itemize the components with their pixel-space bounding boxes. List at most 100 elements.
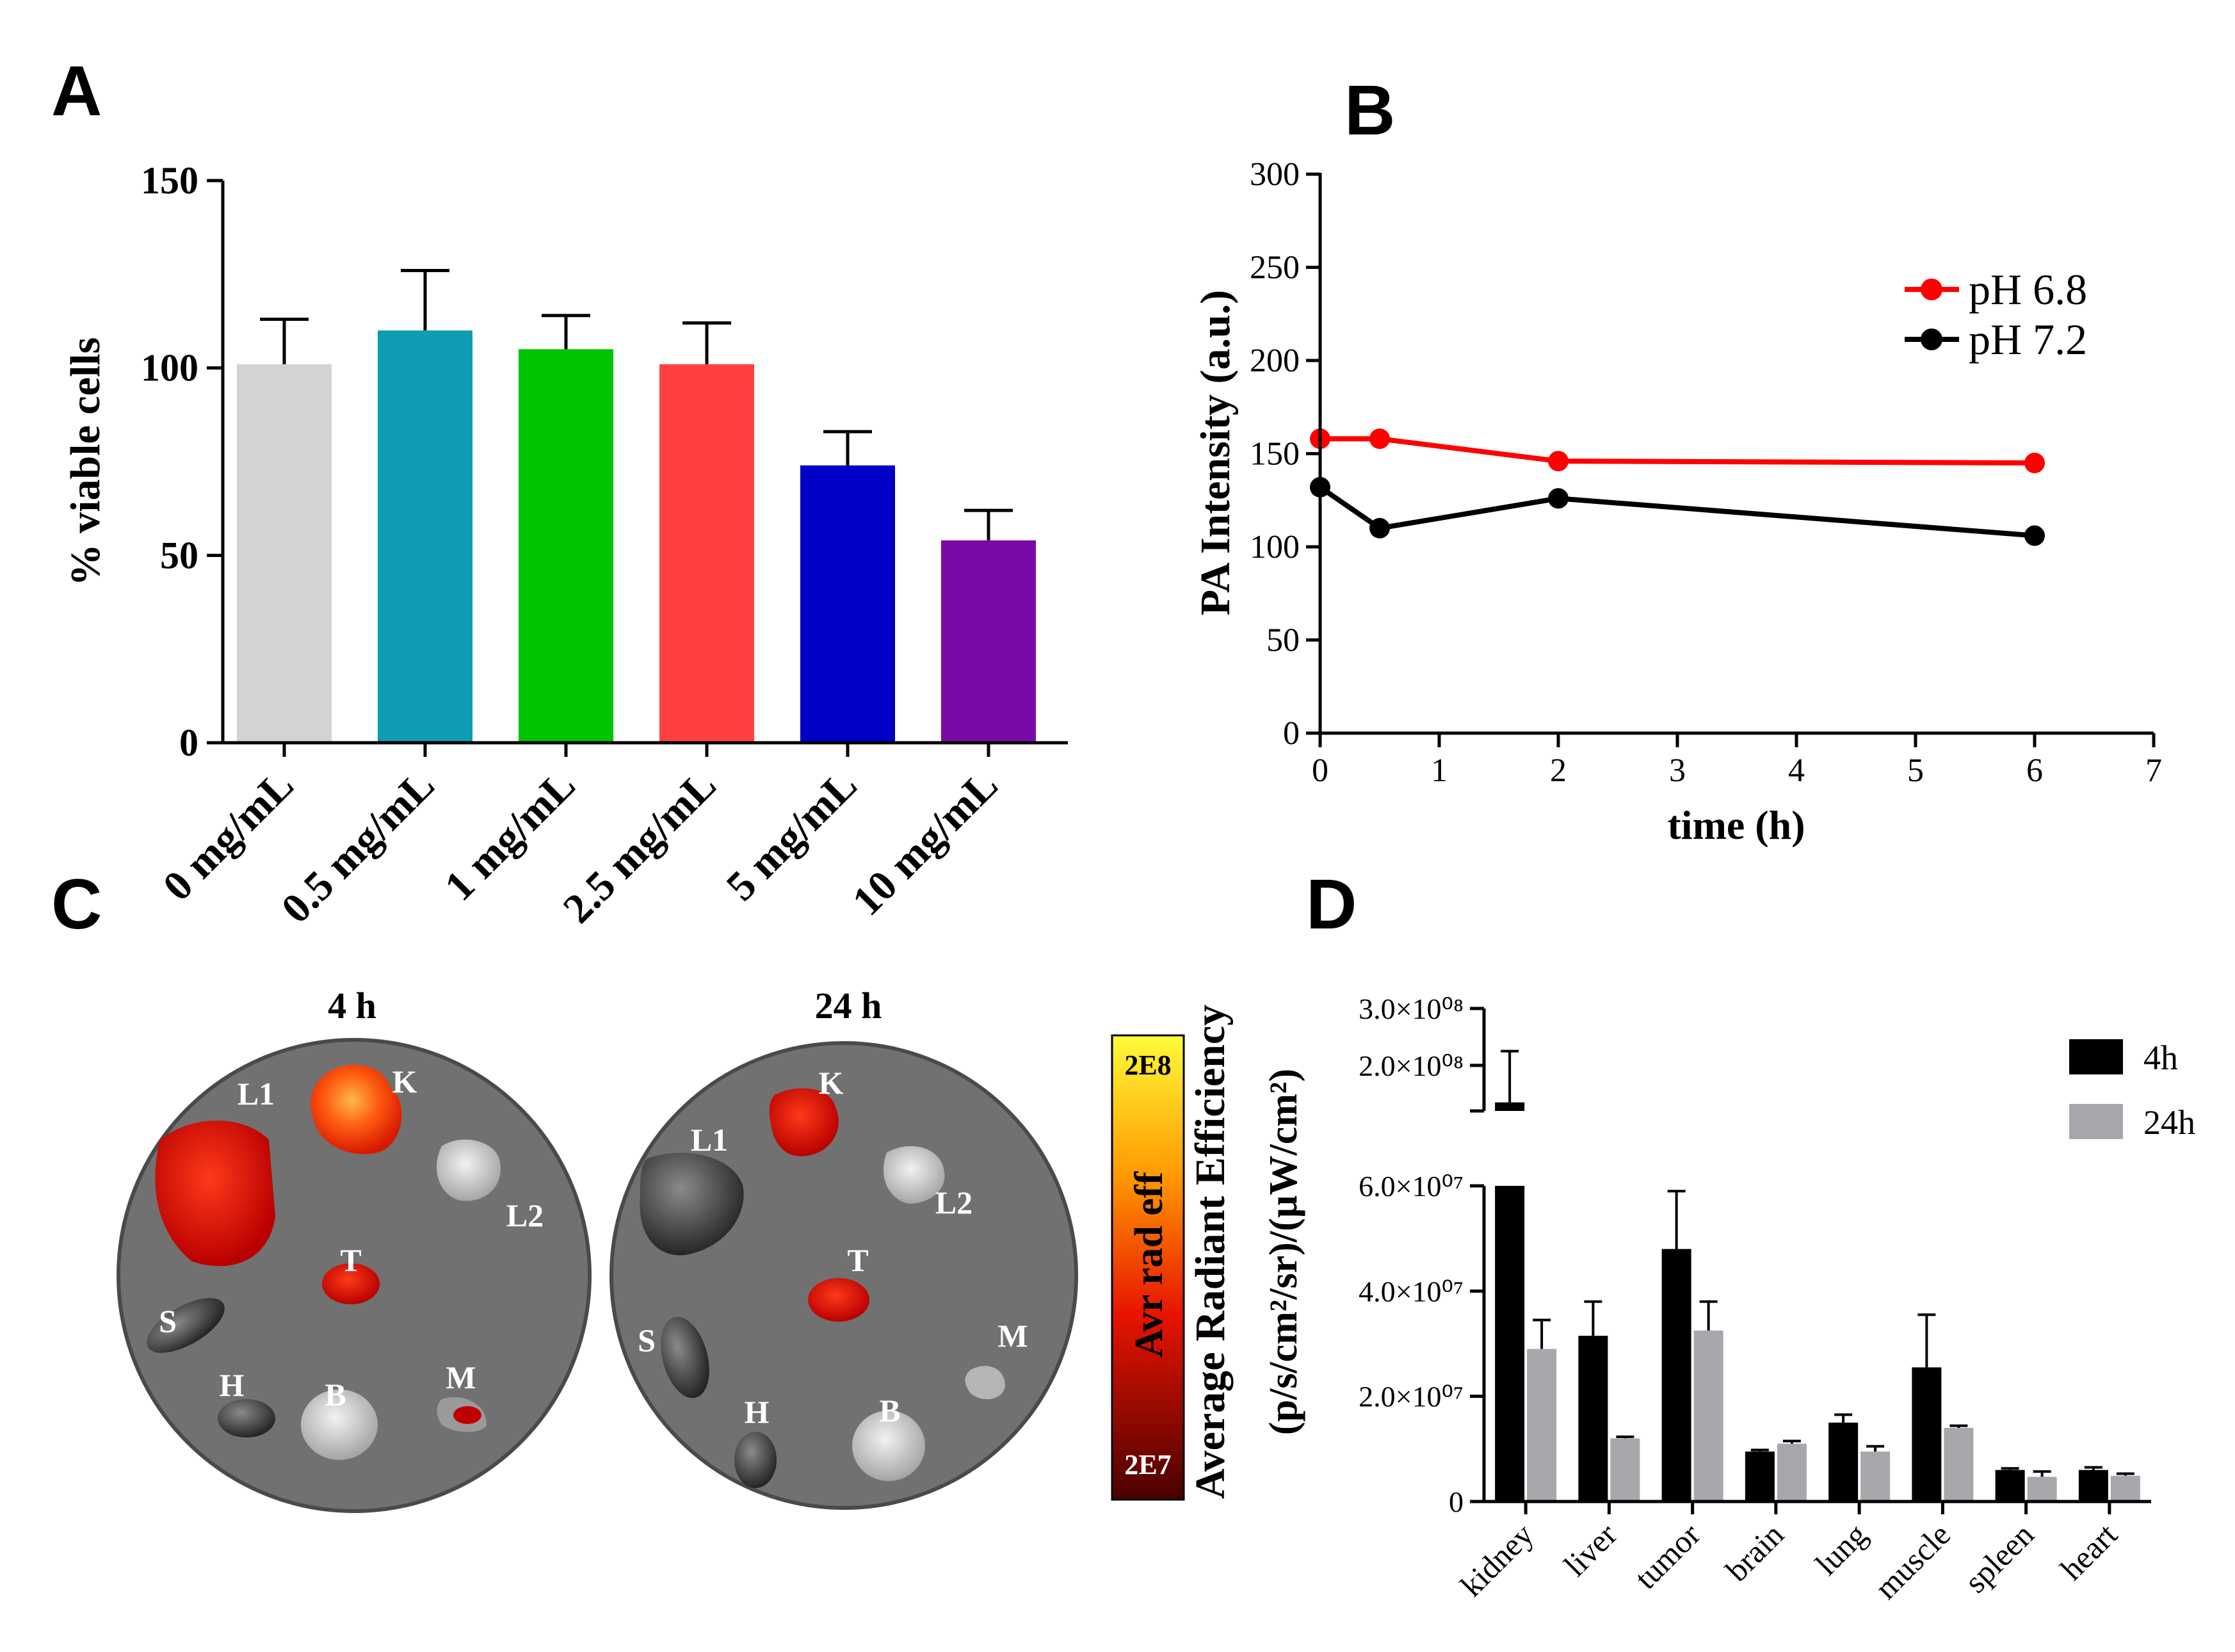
bar bbox=[1944, 1427, 1974, 1502]
organ-label: L2 bbox=[506, 1197, 544, 1233]
image-title-4h: 4 h bbox=[328, 985, 376, 1026]
data-point bbox=[1548, 451, 1569, 472]
bar bbox=[1777, 1443, 1807, 1502]
organ-liver-2-24h bbox=[883, 1146, 945, 1204]
bar bbox=[1745, 1451, 1775, 1502]
chart-d-y-label-line2: (p/s/cm²/sr)/(µW/cm²) bbox=[1262, 1069, 1305, 1435]
x-tick-label: 10 mg/mL bbox=[843, 761, 1006, 925]
x-tick-label: 0 mg/mL bbox=[154, 761, 303, 910]
organ-label: L2 bbox=[935, 1185, 972, 1220]
image-title-24h: 24 h bbox=[815, 985, 882, 1026]
legend-marker-ph68 bbox=[1921, 279, 1942, 300]
data-point bbox=[2024, 453, 2045, 474]
organ-spleen-24h bbox=[661, 1316, 709, 1398]
bar bbox=[1860, 1451, 1891, 1502]
organ-liver-1-24h bbox=[640, 1153, 744, 1256]
bar bbox=[1693, 1330, 1723, 1502]
organ-heart-24h bbox=[734, 1432, 777, 1488]
y-tick-label: 150 bbox=[141, 159, 198, 202]
y-tick-label: 2.0×10⁰⁷ bbox=[1359, 1381, 1464, 1413]
bar bbox=[800, 465, 895, 743]
organ-label: K bbox=[392, 1064, 417, 1099]
y-tick-label: 3.0×10⁰⁸ bbox=[1359, 992, 1464, 1025]
y-tick-label: 150 bbox=[1250, 436, 1300, 473]
y-tick-label: 200 bbox=[1250, 343, 1300, 379]
organ-brain-24h bbox=[852, 1411, 925, 1481]
organ-label: M bbox=[446, 1359, 476, 1395]
organ-label: B bbox=[325, 1377, 346, 1413]
x-tick-label: heart bbox=[2053, 1516, 2124, 1587]
bar bbox=[1995, 1470, 2025, 1502]
panel-label-d: D bbox=[1306, 865, 1357, 944]
x-tick-label: tumor bbox=[1627, 1516, 1707, 1596]
colorbar-max-label: 2E8 bbox=[1124, 1049, 1171, 1081]
y-tick-label: 2.0×10⁰⁸ bbox=[1359, 1049, 1464, 1082]
organ-label: S bbox=[159, 1303, 177, 1339]
chart-b: 0 50 100 150 200 250 300 0 1 2 3 4 5 6 7 time (h) PA … bbox=[1192, 156, 2162, 848]
organ-tumor-4h bbox=[322, 1263, 380, 1304]
legend-label-ph72: pH 7.2 bbox=[1969, 315, 2087, 364]
legend-label-24h: 24h bbox=[2143, 1103, 2195, 1142]
bar bbox=[1828, 1422, 1859, 1502]
x-tick-label: 5 mg/mL bbox=[718, 761, 866, 910]
bar bbox=[1610, 1438, 1640, 1502]
y-tick-label: 4.0×10⁰⁷ bbox=[1359, 1275, 1464, 1308]
organ-label: B bbox=[879, 1393, 900, 1429]
chart-d-y-label-line1: Average Radiant Efficiency bbox=[1187, 1005, 1234, 1499]
organ-label: K bbox=[819, 1065, 844, 1101]
chart-b-y-label: PA Intensity (a.u.) bbox=[1192, 290, 1239, 615]
bar bbox=[237, 364, 332, 743]
y-tick-label: 100 bbox=[141, 347, 198, 389]
data-point bbox=[1369, 517, 1390, 539]
panel-label-b: B bbox=[1344, 71, 1395, 150]
series-line bbox=[1318, 485, 2035, 539]
y-tick-label: 300 bbox=[1250, 156, 1300, 193]
bar bbox=[941, 540, 1036, 743]
legend-label-4h: 4h bbox=[2143, 1039, 2178, 1077]
bar bbox=[2027, 1477, 2057, 1502]
bar bbox=[1578, 1336, 1608, 1502]
colorbar-title: Avr rad eff bbox=[1127, 1170, 1171, 1357]
y-tick-label: 6.0×10⁰⁷ bbox=[1359, 1170, 1464, 1203]
petri-dish-24h bbox=[609, 1041, 1078, 1510]
organ-label: S bbox=[638, 1322, 656, 1358]
x-tick-label: brain bbox=[1718, 1516, 1790, 1588]
x-tick-label: 0.5 mg/mL bbox=[273, 761, 444, 932]
chart-d-legend: 4h 24h bbox=[2069, 1039, 2195, 1142]
bar bbox=[2078, 1470, 2108, 1502]
x-tick-label: 0 bbox=[1312, 752, 1328, 789]
dish-24h: K L1 L2 T S H B M bbox=[609, 1041, 1078, 1510]
bar bbox=[1912, 1367, 1942, 1502]
y-tick-label: 0 bbox=[1283, 715, 1300, 752]
x-tick-label: 5 bbox=[1907, 752, 1924, 789]
x-tick-label: 1 bbox=[1431, 752, 1448, 789]
organ-label: T bbox=[847, 1242, 868, 1278]
x-tick-label: 3 bbox=[1669, 752, 1686, 789]
x-tick-label: muscle bbox=[1868, 1516, 1957, 1606]
organ-muscle-signal-4h bbox=[453, 1406, 481, 1424]
colorbar-min-label: 2E7 bbox=[1124, 1449, 1171, 1480]
organ-spleen-4h bbox=[147, 1298, 225, 1353]
organ-tumor-24h bbox=[808, 1278, 869, 1322]
x-tick-label: 2.5 mg/mL bbox=[554, 761, 725, 932]
chart-b-legend: pH 6.8 pH 7.2 bbox=[1905, 265, 2087, 364]
series-line bbox=[1320, 436, 2035, 466]
bar bbox=[659, 364, 754, 743]
organ-muscle-24h bbox=[965, 1366, 1005, 1400]
organ-label: L1 bbox=[238, 1076, 275, 1112]
y-tick-label: 0 bbox=[179, 722, 198, 764]
organ-heart-4h bbox=[218, 1399, 275, 1437]
legend-marker-ph72 bbox=[1921, 328, 1942, 350]
y-tick-label: 50 bbox=[1266, 622, 1300, 659]
organ-label: M bbox=[997, 1318, 1028, 1354]
legend-label-ph68: pH 6.8 bbox=[1969, 265, 2087, 314]
x-tick-label: 6 bbox=[2026, 752, 2043, 789]
organ-liver-1-4h bbox=[155, 1121, 275, 1267]
bar bbox=[519, 349, 613, 743]
y-tick-label: 250 bbox=[1250, 250, 1300, 286]
data-point bbox=[1548, 488, 1569, 509]
chart-b-x-label: time (h) bbox=[1667, 802, 1805, 848]
panel-label-c: C bbox=[51, 865, 102, 944]
x-tick-label: 7 bbox=[2145, 752, 2162, 789]
